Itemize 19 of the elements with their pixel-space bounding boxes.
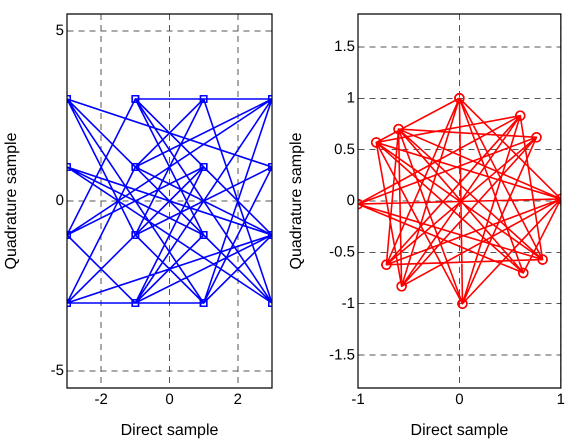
x-tick-label: 2 <box>234 391 242 408</box>
x-tick-label: 1 <box>556 391 565 408</box>
x-tick-label: 0 <box>455 391 464 408</box>
y-tick-label: 0 <box>346 192 355 210</box>
y-tick-label: 0.5 <box>334 140 355 158</box>
x-tick-label: 0 <box>165 391 174 408</box>
x-axis-title: Direct sample <box>120 422 218 439</box>
y-tick-label: 1 <box>346 89 355 106</box>
y-tick-label: 0 <box>56 192 64 210</box>
y-axis-title: Quadrature sample <box>288 132 306 270</box>
x-axis-title: Direct sample <box>410 422 508 439</box>
y-tick-label: 1.5 <box>334 38 355 56</box>
y-tick-label: -0.5 <box>329 244 355 261</box>
x-tick-label: -2 <box>94 391 108 408</box>
y-tick-label: 5 <box>56 22 64 40</box>
y-tick-label: -5 <box>50 362 64 380</box>
y-axis-title: Quadrature sample <box>3 132 20 270</box>
y-tick-label: -1 <box>342 294 355 312</box>
y-tick-label: -1.5 <box>329 346 355 364</box>
